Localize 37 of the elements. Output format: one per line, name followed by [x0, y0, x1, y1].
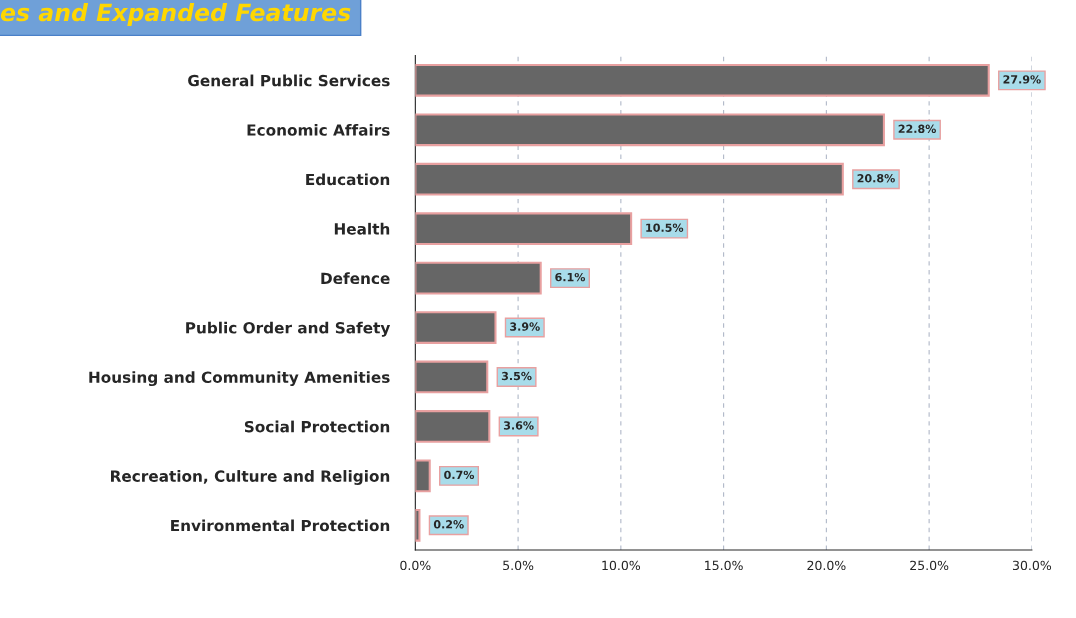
data-label: 22.8% — [898, 124, 936, 133]
data-label: 6.1% — [555, 272, 586, 282]
x-tick-label: 0.0% — [400, 560, 431, 571]
y-tick-label: Social Protection — [244, 420, 390, 433]
data-label: 20.8% — [857, 174, 895, 183]
x-tick-label: 30.0% — [1012, 560, 1052, 571]
x-tick-label: 10.0% — [602, 560, 641, 571]
bar — [415, 113, 885, 147]
y-tick-label: Recreation, Culture and Religion — [111, 470, 390, 485]
x-tick-label: 20.0% — [807, 560, 846, 571]
y-tick-label: Health — [334, 222, 390, 235]
bar — [415, 311, 497, 344]
y-tick-label: General Public Services — [188, 74, 390, 87]
y-tick-label: Education — [306, 173, 390, 186]
bar — [415, 63, 990, 97]
x-tick-label: 5.0% — [503, 560, 534, 571]
y-tick-label: Environmental Protection — [171, 519, 390, 532]
bar — [415, 410, 491, 443]
bar — [415, 261, 542, 295]
y-tick-label: Defence — [321, 272, 390, 285]
bar — [415, 212, 633, 246]
bar — [415, 162, 844, 196]
data-label: 3.5% — [501, 371, 532, 381]
y-tick-label: Economic Affairs — [247, 123, 390, 136]
y-tick-label: Housing and Community Amenities — [89, 371, 390, 387]
data-label: 3.9% — [510, 322, 540, 331]
text: es and Expanded Features — [0, 3, 351, 26]
data-label: 3.6% — [503, 421, 534, 430]
x-tick-label: 15.0% — [705, 560, 743, 571]
data-label: 0.2% — [433, 520, 464, 529]
y-tick-label: Public Order and Safety — [186, 321, 391, 337]
data-label: 10.5% — [646, 223, 684, 232]
data-label: 27.9% — [1003, 75, 1041, 84]
bar — [415, 459, 431, 493]
x-tick-label: 25.0% — [910, 560, 949, 571]
bar — [415, 360, 489, 394]
data-label: 0.7% — [444, 470, 475, 480]
